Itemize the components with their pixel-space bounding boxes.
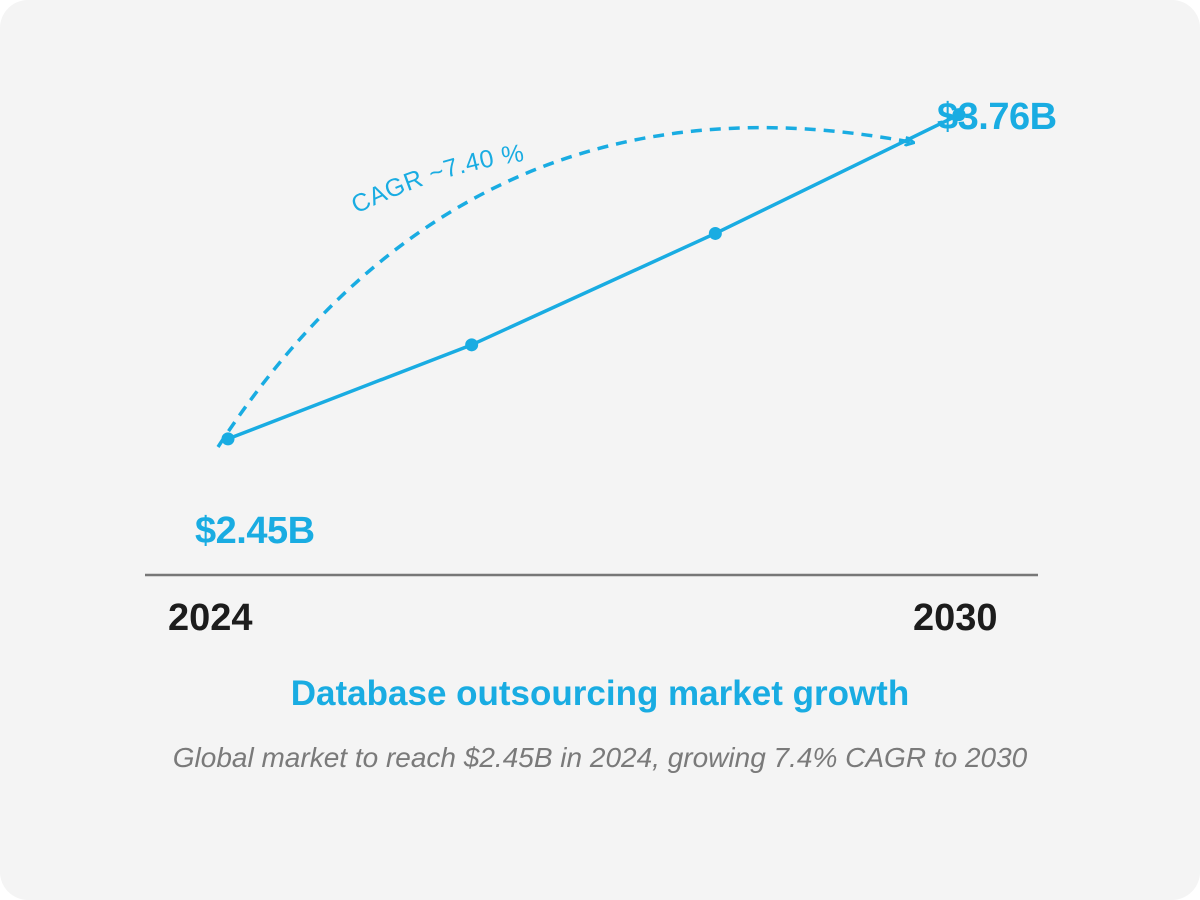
series-line [227,113,960,441]
data-point-2028 [708,226,722,240]
start-value-label: $2.45B [195,510,315,552]
data-point-2024 [221,432,235,446]
x-tick-label-start: 2024 [168,597,253,639]
end-value-label: $3.76B [937,96,1057,138]
series-line-group [221,108,966,446]
data-point-2030 [952,108,966,122]
cagr-annotation-text: CAGR ~7.40 % [347,139,526,219]
cagr-annotation: CAGR ~7.40 % [347,139,526,219]
cagr-arrow [216,125,910,448]
x-tick-label-end: 2030 [913,597,998,639]
chart-title: Database outsourcing market growth [290,674,910,713]
data-point-2026 [465,338,479,352]
chart-subtitle: Global market to reach $2.45B in 2024, g… [172,742,1028,773]
